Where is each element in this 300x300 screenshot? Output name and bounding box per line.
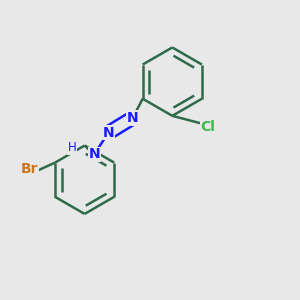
- Text: N: N: [103, 126, 114, 140]
- Text: Cl: Cl: [200, 120, 215, 134]
- Text: Br: Br: [21, 162, 38, 176]
- Text: N: N: [127, 111, 139, 125]
- Text: H: H: [68, 141, 76, 154]
- Text: N: N: [88, 148, 100, 161]
